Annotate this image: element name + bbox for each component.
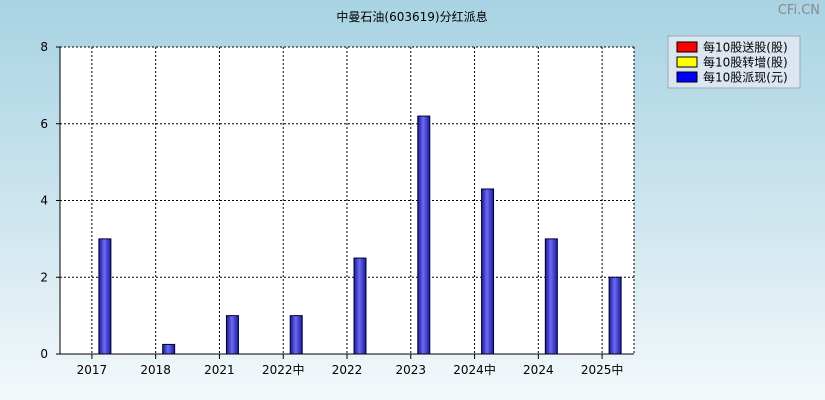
y-tick-label: 4 (40, 194, 48, 208)
x-tick-label: 2021 (204, 363, 235, 377)
bar-cash-dividend (162, 343, 176, 355)
bar-cash-dividend (544, 238, 558, 355)
bar-cash-dividend (417, 115, 431, 355)
x-tick-label: 2022中 (262, 362, 305, 377)
legend-swatch (676, 56, 698, 68)
bar-cash-dividend (353, 257, 367, 355)
bar-cash-dividend (98, 238, 112, 355)
legend-label: 每10股送股(股) (703, 40, 788, 55)
bar-cash-dividend (608, 276, 622, 355)
legend-swatch (676, 41, 698, 53)
x-tick-label: 2024中 (453, 362, 496, 377)
y-tick-label: 6 (40, 117, 48, 131)
y-tick-labels: 0 2 4 6 8 (40, 40, 48, 361)
x-tick-label: 2018 (140, 363, 171, 377)
watermark: CFi.CN (778, 3, 820, 18)
x-tick-label: 2022 (332, 363, 363, 377)
x-tick-label: 2025中 (581, 362, 624, 377)
axes (56, 46, 635, 359)
bars (98, 115, 622, 355)
bar-cash-dividend (481, 188, 495, 355)
x-tick-labels: 2017 2018 2021 2022中 2022 2023 2024中 2024 2025中 (77, 362, 624, 377)
y-tick-label: 2 (40, 270, 48, 284)
bar-cash-dividend (225, 315, 239, 355)
bar-cash-dividend (289, 315, 303, 355)
y-tick-label: 0 (40, 347, 48, 361)
x-tick-label: 2024 (523, 363, 554, 377)
y-tick-label: 8 (40, 40, 48, 54)
chart-title: 中曼石油(603619)分红派息 (336, 9, 487, 24)
legend-swatch (676, 71, 698, 83)
x-tick-label: 2017 (77, 363, 108, 377)
legend-label: 每10股派现(元) (703, 70, 788, 85)
x-tick-label: 2023 (396, 363, 427, 377)
legend-label: 每10股转增(股) (703, 55, 788, 70)
gridlines (60, 46, 634, 354)
legend: 每10股送股(股)每10股转增(股)每10股派现(元) (667, 35, 801, 89)
